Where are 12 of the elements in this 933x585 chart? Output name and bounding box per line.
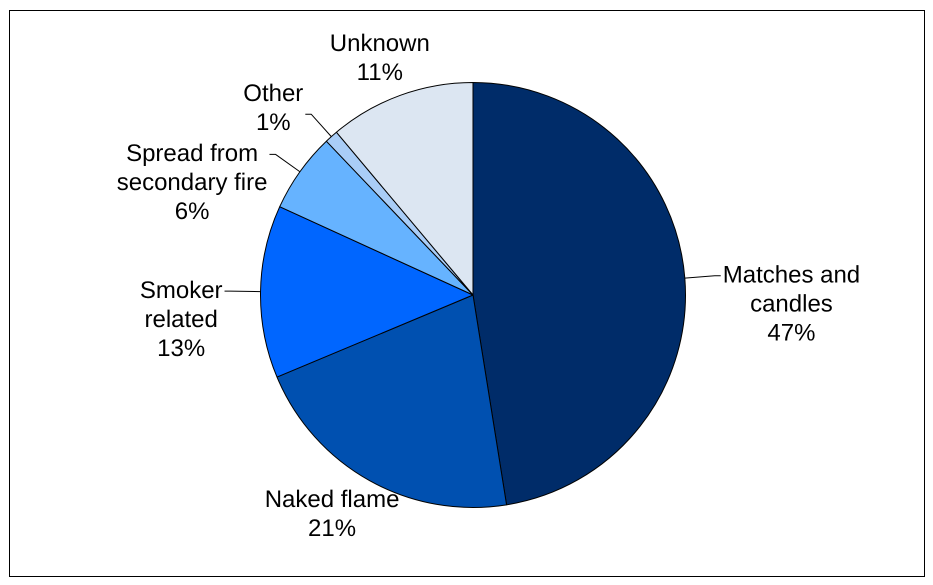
slice-label: Matches and candles bbox=[722, 261, 860, 318]
slice-label: Other bbox=[243, 80, 304, 107]
slice-label: Spread from secondary fire bbox=[116, 140, 268, 196]
data-label: 21% bbox=[308, 514, 356, 542]
slice-label: Unknown bbox=[330, 30, 430, 57]
data-label: 11% bbox=[356, 58, 403, 86]
data-label: 6% bbox=[174, 198, 210, 225]
data-label: 1% bbox=[256, 108, 291, 136]
data-label: 13% bbox=[157, 334, 206, 362]
slice-label: Naked flame bbox=[264, 486, 400, 513]
data-label: 47% bbox=[767, 319, 816, 346]
slice-label: Smoker related bbox=[140, 276, 223, 333]
